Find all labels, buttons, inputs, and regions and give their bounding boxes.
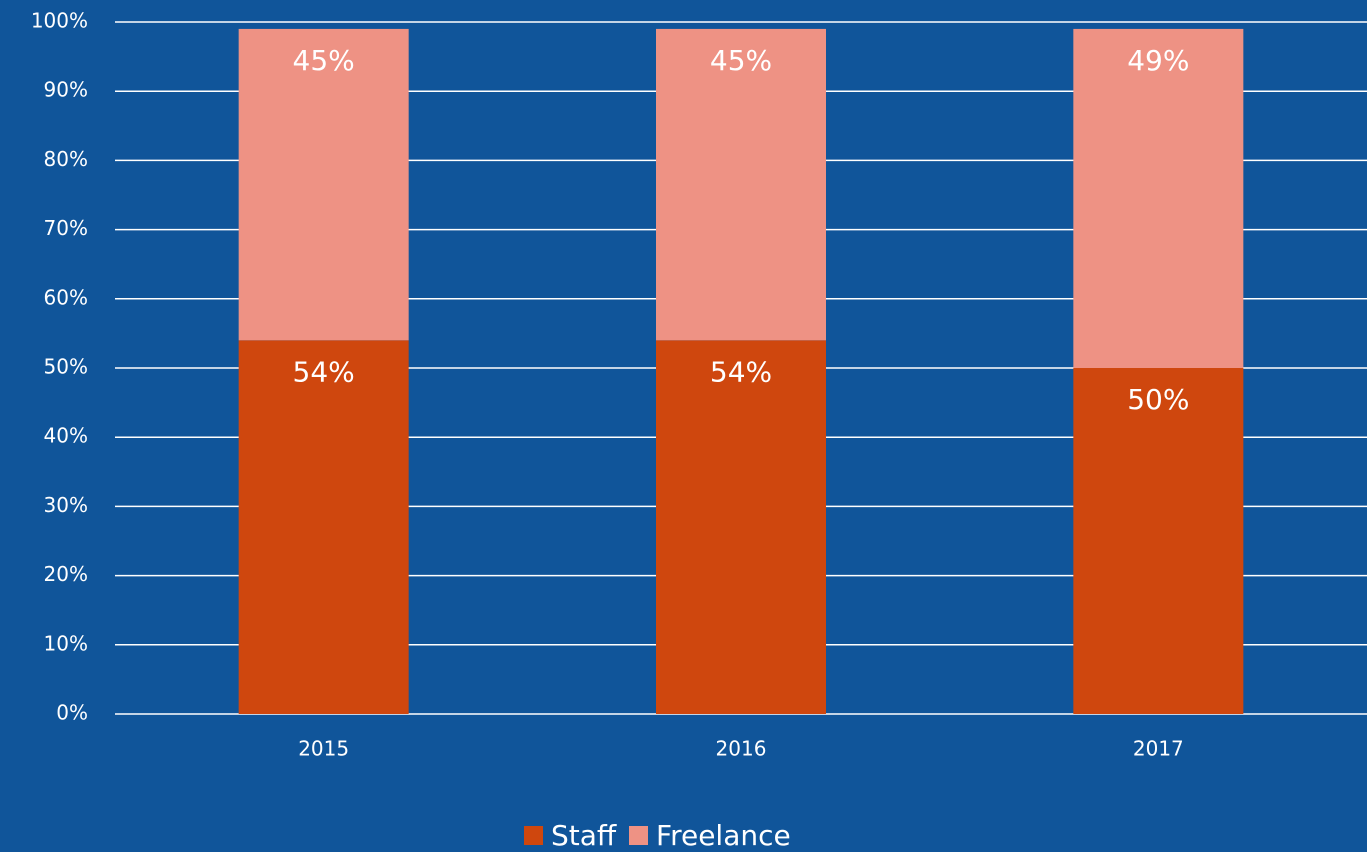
y-tick-label: 0% — [56, 701, 88, 725]
x-tick-label: 2016 — [716, 737, 767, 761]
legend-swatch — [629, 826, 648, 845]
y-tick-label: 70% — [44, 216, 88, 240]
bar-segment — [238, 28, 409, 341]
bar-segment — [656, 340, 826, 714]
y-tick-label: 30% — [44, 493, 88, 517]
legend-label: Staff — [551, 819, 617, 852]
bar-segment — [1073, 28, 1244, 368]
x-tick-label: 2015 — [298, 737, 349, 761]
y-tick-label: 90% — [44, 78, 88, 102]
data-label: 54% — [710, 355, 772, 388]
data-label: 45% — [710, 44, 772, 77]
bar-segment — [238, 340, 409, 714]
y-tick-label: 20% — [44, 562, 88, 586]
data-label: 50% — [1127, 383, 1189, 416]
bar-segment — [656, 28, 826, 341]
y-tick-label: 60% — [44, 285, 88, 309]
y-tick-label: 50% — [44, 355, 88, 379]
x-tick-label: 2017 — [1133, 737, 1184, 761]
legend-label: Freelance — [656, 819, 791, 852]
data-label: 54% — [293, 355, 355, 388]
data-label: 49% — [1127, 44, 1189, 77]
y-tick-label: 100% — [31, 9, 88, 33]
y-tick-label: 80% — [44, 147, 88, 171]
bar-segment — [1073, 368, 1244, 714]
y-tick-label: 10% — [44, 631, 88, 655]
data-label: 45% — [293, 44, 355, 77]
legend-swatch — [524, 826, 543, 845]
y-tick-label: 40% — [44, 424, 88, 448]
